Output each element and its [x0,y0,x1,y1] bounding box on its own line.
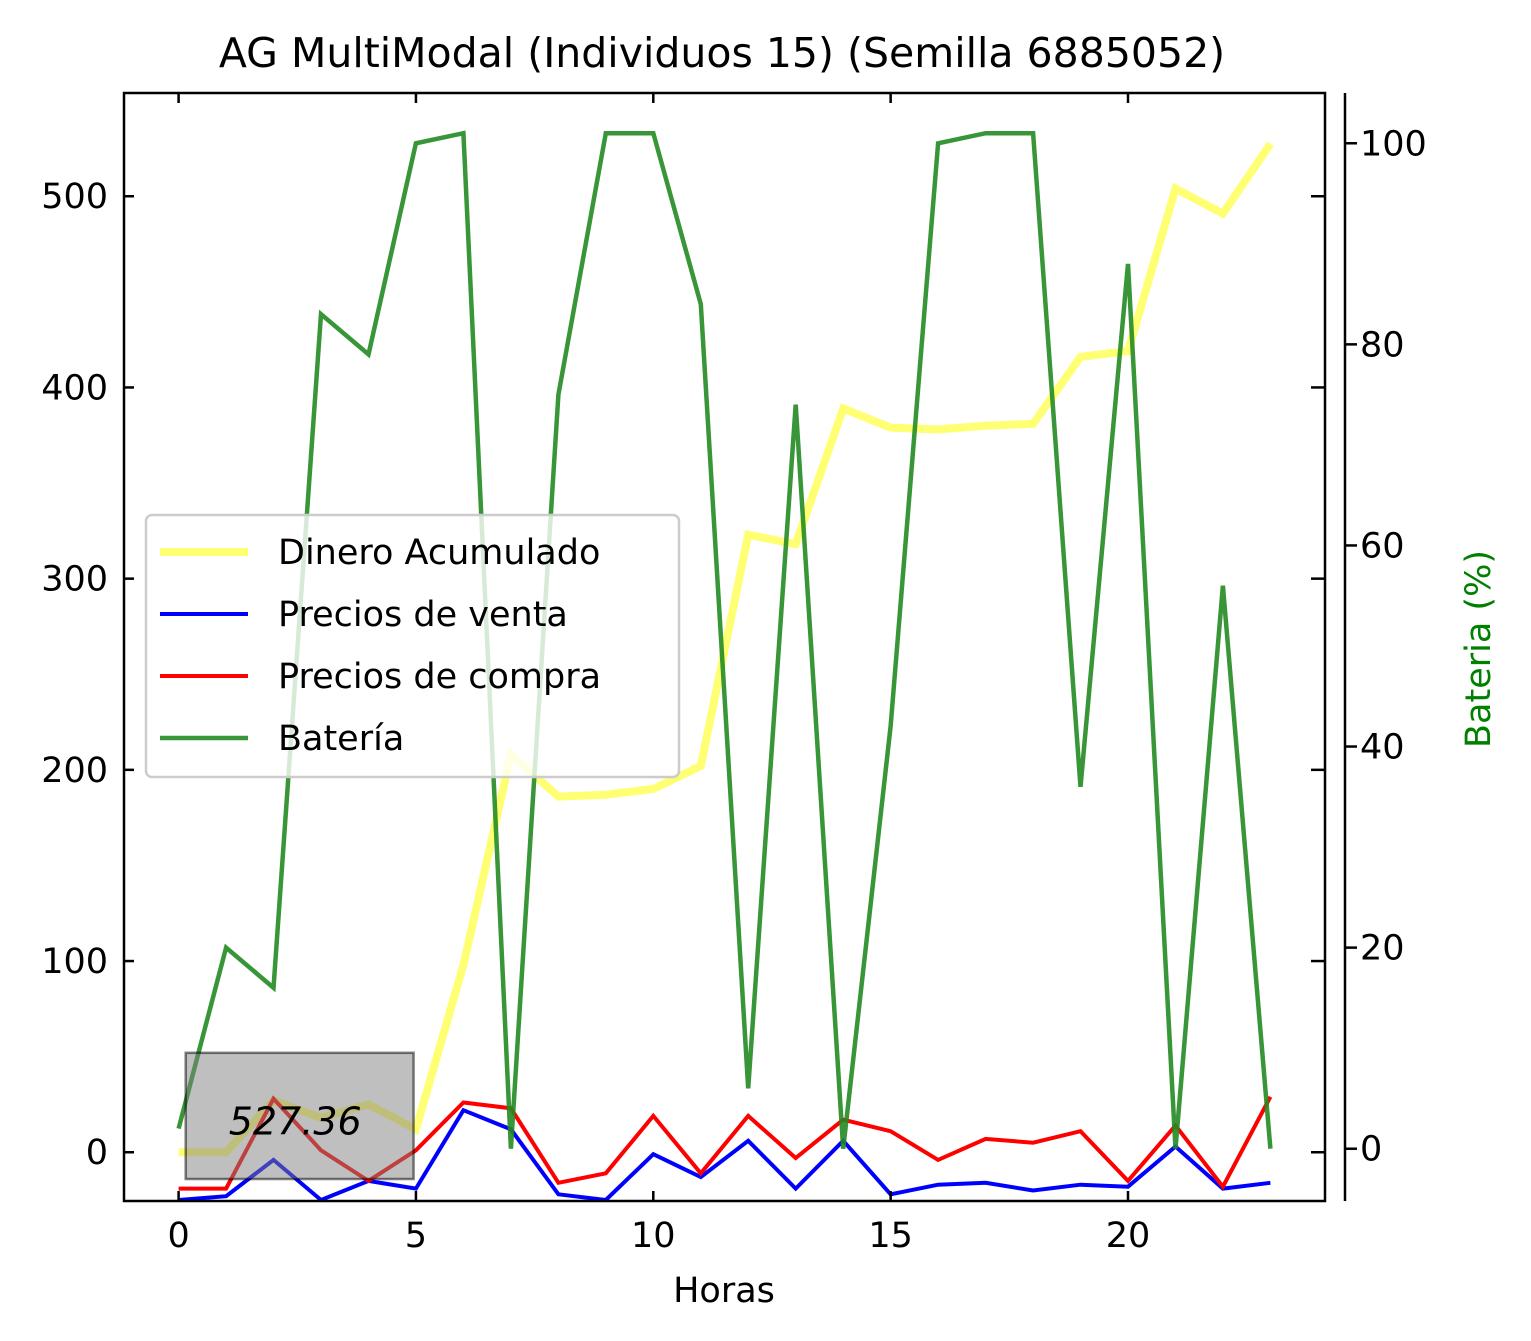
x-tick-label: 10 [631,1216,676,1256]
chart-title: AG MultiModal (Individuos 15) (Semilla 6… [219,29,1225,77]
legend-label: Batería [278,719,404,759]
legend-box [144,513,681,779]
y-tick-label-right: 20 [1360,929,1405,969]
y-tick-label-right: 40 [1360,728,1405,768]
y-tick-label-right: 0 [1360,1130,1382,1170]
y-tick-label-right: 80 [1360,325,1405,365]
x-tick-label: 20 [1106,1216,1151,1256]
y-tick-label-left: 400 [41,368,108,408]
y-tick-label-left: 200 [41,751,108,791]
y-tick-label-left: 500 [41,177,108,217]
series-line-bater-a [176,130,1273,1149]
x-axis-label: Horas [673,1271,775,1311]
legend: Dinero Acumulado Precios de venta Precios … [144,513,681,779]
legend-label: Precios de venta [278,595,568,635]
y-tick-label-left: 100 [41,942,108,982]
y-tick-label-right: 60 [1360,526,1405,566]
annotation-value: 527.36 [229,1100,362,1144]
y-tick-label-right: 100 [1360,124,1427,164]
annotation-box [184,1051,415,1181]
y-axis-right-label: Bateria (%) [1459,550,1499,748]
y-tick-label-left: 0 [86,1133,108,1173]
plot-frame [122,91,1327,1203]
legend-label: Precios de compra [278,657,601,697]
y-tick-label-left: 300 [41,560,108,600]
x-tick-label: 0 [167,1216,189,1256]
x-tick-label: 15 [868,1216,913,1256]
legend-label: Dinero Acumulado [278,533,600,573]
annotation-layer: 527.36 [184,1051,415,1181]
series-line-precios-de-venta [178,1107,1271,1203]
x-tick-label: 5 [405,1216,427,1256]
